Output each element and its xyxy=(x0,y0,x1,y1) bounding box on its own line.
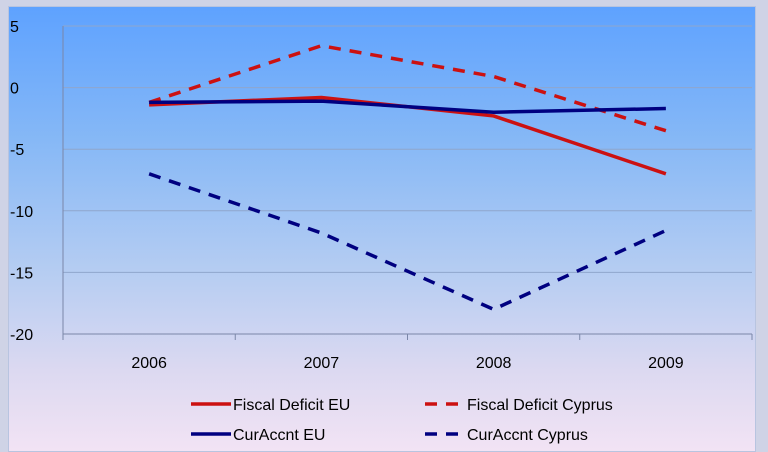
y-tick-label: 5 xyxy=(10,19,19,36)
legend-item: Fiscal Deficit EU xyxy=(191,397,350,414)
series-line-3 xyxy=(148,172,667,312)
legend: Fiscal Deficit EU Fiscal Deficit Cyprus Cu… xyxy=(191,397,613,444)
gridlines xyxy=(63,25,752,273)
legend-label: Fiscal Deficit EU xyxy=(233,397,350,414)
y-tick-label: -15 xyxy=(10,265,33,282)
legend-item: Fiscal Deficit Cyprus xyxy=(425,397,613,414)
x-axis-ticks: 2006 2007 2008 2009 xyxy=(131,355,683,372)
y-tick-label: 0 xyxy=(10,81,19,98)
legend-item: CurAccnt EU xyxy=(191,427,325,444)
series-line-2 xyxy=(149,99,666,114)
series-lines xyxy=(148,43,667,312)
x-tick-label: 2008 xyxy=(476,355,512,372)
legend-label: CurAccnt EU xyxy=(233,427,325,444)
y-tick-label: -10 xyxy=(10,204,33,221)
y-tick-label: -20 xyxy=(10,327,33,344)
x-tick-label: 2007 xyxy=(304,355,340,372)
legend-label: Fiscal Deficit Cyprus xyxy=(467,397,613,414)
legend-label: CurAccnt Cyprus xyxy=(467,427,588,444)
x-tick-label: 2009 xyxy=(648,355,684,372)
y-axis-ticks: 5 0 -5 -10 -15 -20 xyxy=(10,19,33,344)
x-tick-label: 2006 xyxy=(131,355,167,372)
series-line-1 xyxy=(148,43,667,133)
axes xyxy=(62,26,753,340)
y-tick-label: -5 xyxy=(10,142,24,159)
chart-area xyxy=(8,6,756,452)
legend-item: CurAccnt Cyprus xyxy=(425,427,588,444)
